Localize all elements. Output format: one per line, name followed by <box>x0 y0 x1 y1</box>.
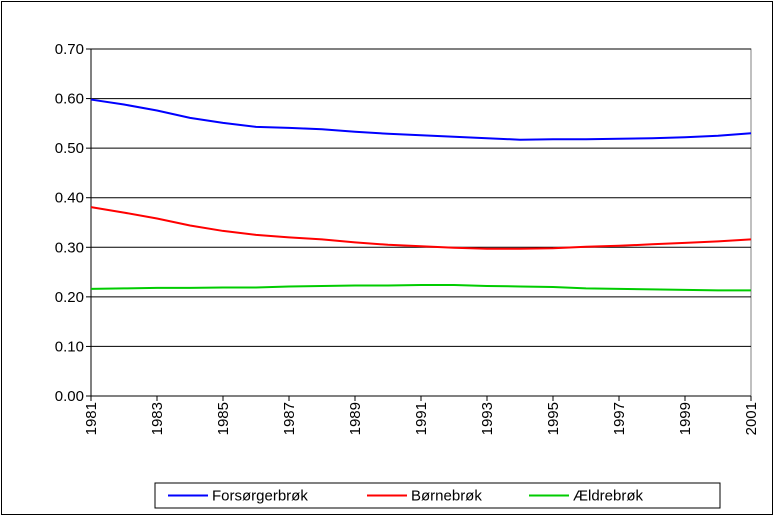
y-tick-label: 0.40 <box>55 190 84 207</box>
y-tick-label: 0.60 <box>55 91 84 108</box>
series-line <box>90 283 751 292</box>
x-tick-label: 1985 <box>215 402 232 435</box>
legend <box>154 482 721 509</box>
x-tick-label: 1983 <box>149 402 166 435</box>
y-tick-label: 0.10 <box>55 338 84 355</box>
x-tick-label: 1999 <box>677 402 694 435</box>
x-tick-label: 1995 <box>545 402 562 435</box>
legend-label: Børnebrøk <box>411 488 482 505</box>
x-tick-label: 1987 <box>281 402 298 435</box>
x-tick-label: 1991 <box>413 402 430 435</box>
y-tick-label: 0.20 <box>55 289 84 306</box>
y-tick-label: 0.30 <box>55 239 84 256</box>
y-tick-label: 0.00 <box>55 388 84 405</box>
legend-label: Ældrebrøk <box>573 488 644 505</box>
x-tick-label: 1997 <box>611 402 628 435</box>
y-tick-label: 0.70 <box>55 41 84 58</box>
x-tick-label: 2001 <box>743 402 760 435</box>
series-line <box>90 206 752 250</box>
y-tick-label: 0.50 <box>55 140 84 157</box>
x-tick-label: 1989 <box>347 402 364 435</box>
legend-label: Forsørgerbrøk <box>212 488 308 505</box>
plot-area <box>90 48 752 397</box>
series-line <box>90 98 752 141</box>
x-tick-label: 1993 <box>479 402 496 435</box>
x-tick-label: 1981 <box>83 402 100 435</box>
